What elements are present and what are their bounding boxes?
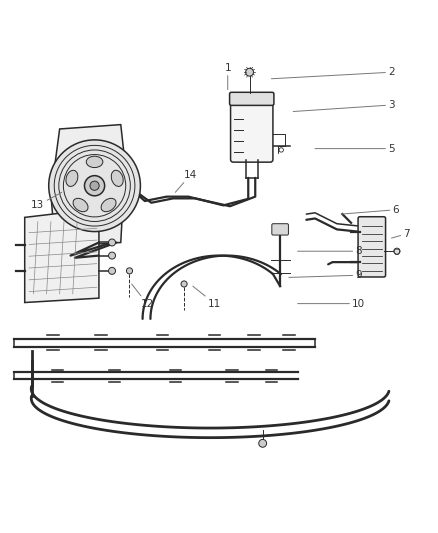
Ellipse shape — [73, 198, 88, 212]
Text: 2: 2 — [272, 67, 395, 79]
Circle shape — [394, 248, 400, 254]
Circle shape — [246, 68, 254, 76]
Text: 1: 1 — [224, 63, 231, 90]
Text: 13: 13 — [31, 192, 62, 211]
Circle shape — [49, 140, 141, 231]
Text: 3: 3 — [293, 100, 395, 111]
Circle shape — [109, 239, 116, 246]
Text: 7: 7 — [392, 229, 410, 239]
Polygon shape — [25, 208, 99, 303]
Text: 14: 14 — [175, 170, 197, 192]
Circle shape — [85, 176, 105, 196]
Circle shape — [181, 281, 187, 287]
Circle shape — [259, 439, 267, 447]
Circle shape — [90, 181, 99, 190]
Circle shape — [279, 148, 283, 152]
Text: 8: 8 — [297, 246, 362, 256]
Ellipse shape — [111, 170, 123, 187]
Circle shape — [127, 268, 133, 274]
FancyBboxPatch shape — [358, 217, 385, 277]
Circle shape — [109, 252, 116, 259]
Text: 10: 10 — [297, 298, 365, 309]
FancyBboxPatch shape — [230, 92, 274, 106]
Ellipse shape — [66, 170, 78, 187]
Text: 12: 12 — [132, 284, 154, 309]
Ellipse shape — [101, 198, 116, 212]
Text: 6: 6 — [341, 205, 399, 215]
Circle shape — [109, 268, 116, 274]
Circle shape — [54, 146, 135, 226]
Text: 9: 9 — [289, 270, 362, 280]
FancyBboxPatch shape — [272, 224, 288, 235]
Text: 5: 5 — [315, 143, 395, 154]
FancyBboxPatch shape — [230, 100, 273, 162]
Ellipse shape — [86, 156, 103, 167]
Polygon shape — [51, 125, 125, 247]
Text: 11: 11 — [193, 286, 221, 309]
